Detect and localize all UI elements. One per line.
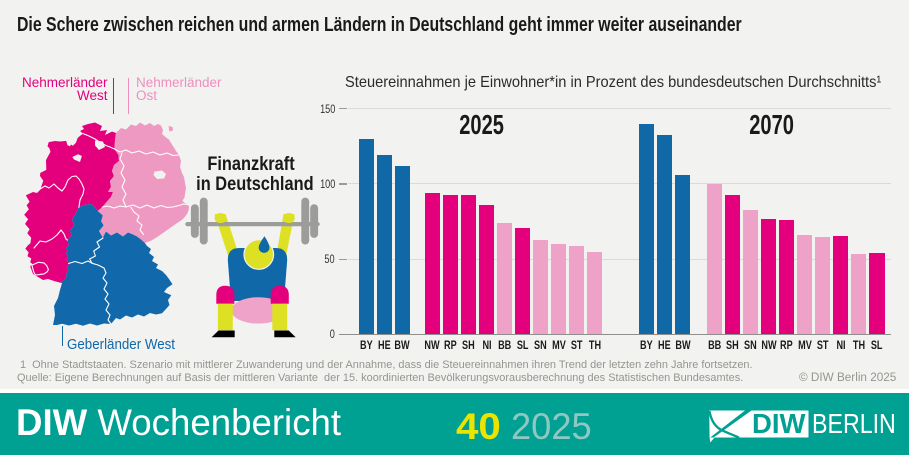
- svg-text:BERLIN: BERLIN: [812, 409, 896, 439]
- svg-text:DIW: DIW: [752, 408, 806, 439]
